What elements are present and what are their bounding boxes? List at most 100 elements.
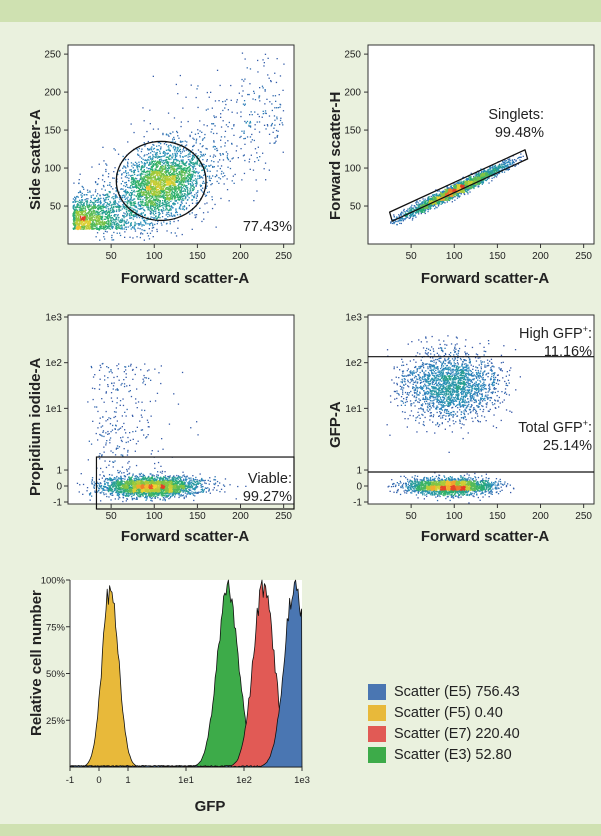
data-point bbox=[143, 205, 145, 207]
data-point bbox=[74, 218, 76, 220]
data-point bbox=[187, 180, 189, 182]
data-point bbox=[93, 197, 96, 200]
data-point bbox=[243, 154, 245, 156]
data-point bbox=[73, 214, 75, 216]
data-point bbox=[176, 169, 178, 171]
data-point bbox=[168, 165, 170, 167]
x-tick-label: 150 bbox=[189, 251, 206, 262]
data-point bbox=[171, 187, 173, 189]
data-point bbox=[253, 139, 255, 142]
data-point bbox=[90, 219, 92, 221]
data-point bbox=[153, 203, 155, 205]
data-point bbox=[144, 185, 146, 187]
data-point bbox=[190, 178, 192, 180]
data-point bbox=[74, 208, 76, 211]
data-point bbox=[141, 165, 143, 167]
data-point bbox=[211, 107, 213, 109]
data-point bbox=[82, 226, 85, 228]
data-point bbox=[187, 187, 189, 189]
x-tick-label: 250 bbox=[275, 251, 292, 262]
data-point bbox=[161, 177, 163, 179]
data-point bbox=[101, 188, 103, 190]
data-point bbox=[176, 192, 178, 194]
data-point bbox=[87, 198, 89, 200]
data-point bbox=[130, 214, 133, 216]
data-point bbox=[132, 170, 135, 172]
data-point bbox=[180, 183, 182, 185]
data-point bbox=[180, 159, 182, 161]
data-point bbox=[116, 196, 118, 199]
data-point bbox=[178, 199, 181, 201]
data-point bbox=[117, 222, 119, 225]
data-point bbox=[182, 208, 184, 210]
data-point bbox=[169, 191, 171, 193]
data-point bbox=[157, 178, 159, 180]
data-point bbox=[167, 152, 169, 154]
data-point bbox=[159, 190, 161, 193]
data-point bbox=[98, 219, 101, 221]
data-point bbox=[137, 154, 139, 156]
data-point bbox=[154, 187, 157, 189]
data-point bbox=[136, 211, 138, 213]
data-point bbox=[222, 109, 224, 112]
data-point bbox=[165, 172, 167, 174]
x-axis-label: Forward scatter-A bbox=[120, 270, 250, 287]
data-point bbox=[150, 175, 152, 177]
data-point bbox=[87, 212, 89, 214]
data-point bbox=[243, 172, 246, 175]
data-point bbox=[81, 220, 83, 222]
data-point bbox=[216, 175, 218, 177]
data-point bbox=[103, 226, 105, 229]
data-point bbox=[173, 198, 175, 200]
data-point bbox=[121, 173, 123, 175]
data-point bbox=[149, 198, 151, 200]
data-point bbox=[137, 187, 140, 189]
data-point bbox=[191, 199, 194, 201]
data-point bbox=[152, 155, 154, 157]
data-point bbox=[210, 131, 212, 133]
data-point bbox=[95, 210, 97, 213]
data-point bbox=[124, 231, 126, 233]
data-point bbox=[172, 175, 174, 177]
data-point bbox=[85, 225, 87, 227]
data-point bbox=[112, 239, 115, 241]
data-point bbox=[124, 221, 126, 223]
data-point bbox=[139, 236, 141, 239]
data-point bbox=[138, 196, 140, 198]
data-point bbox=[152, 177, 154, 179]
data-point bbox=[131, 177, 133, 179]
data-point bbox=[97, 199, 99, 202]
data-point bbox=[150, 182, 152, 184]
data-point bbox=[145, 221, 147, 223]
data-point bbox=[214, 116, 216, 119]
data-point bbox=[187, 150, 190, 152]
data-point bbox=[173, 184, 175, 186]
data-point bbox=[131, 183, 133, 185]
data-point bbox=[189, 135, 191, 138]
data-point bbox=[141, 192, 143, 194]
data-point bbox=[159, 174, 161, 176]
data-point bbox=[195, 96, 197, 99]
data-point bbox=[167, 149, 169, 151]
data-point bbox=[183, 167, 185, 170]
data-point bbox=[132, 186, 135, 189]
data-point bbox=[80, 208, 82, 210]
data-point bbox=[423, 211, 426, 213]
data-point bbox=[147, 158, 149, 161]
data-point bbox=[100, 226, 102, 228]
data-point bbox=[230, 84, 232, 87]
data-point bbox=[272, 95, 274, 97]
data-point bbox=[179, 196, 182, 198]
data-point bbox=[142, 233, 144, 235]
data-point bbox=[105, 194, 107, 196]
data-point bbox=[138, 196, 140, 198]
data-point bbox=[164, 186, 166, 188]
data-point bbox=[132, 183, 134, 185]
data-point bbox=[142, 184, 144, 186]
data-point bbox=[161, 159, 163, 161]
data-point bbox=[90, 210, 92, 212]
data-point bbox=[150, 195, 152, 197]
data-point bbox=[205, 165, 208, 167]
data-point bbox=[183, 205, 186, 207]
data-point bbox=[444, 199, 446, 201]
